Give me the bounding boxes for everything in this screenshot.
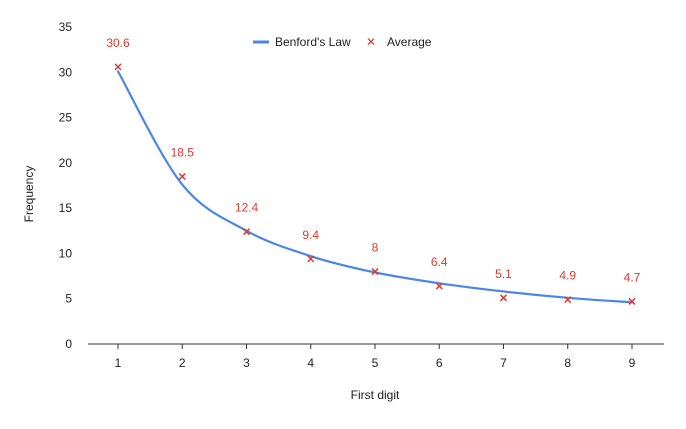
x-tick-label: 3: [243, 356, 250, 370]
legend-marker-average: ✕: [366, 35, 376, 49]
data-label-average: 5.1: [495, 267, 512, 281]
x-tick-label: 1: [115, 356, 122, 370]
x-tick-label: 9: [629, 356, 636, 370]
data-label-average: 8: [372, 241, 379, 255]
data-label-average: 30.6: [106, 36, 130, 50]
data-label-average: 18.5: [171, 145, 195, 159]
data-label-average: 4.9: [559, 269, 576, 283]
x-tick-label: 7: [500, 356, 507, 370]
data-point-average: [435, 282, 443, 290]
y-tick-label: 15: [59, 201, 73, 215]
y-tick-label: 30: [59, 65, 73, 79]
data-point-average: [499, 294, 508, 302]
y-tick-label: 20: [59, 156, 73, 170]
x-tick-label: 5: [372, 356, 379, 370]
series-layer: [114, 63, 636, 305]
data-label-average: 4.7: [624, 270, 641, 284]
labels-layer: 30.6 18.5 12.4 9.4 8 6.4 5.1 4.9 4.7: [106, 36, 640, 285]
data-point-average: [178, 172, 186, 180]
x-tick-label: 2: [179, 356, 186, 370]
legend-label-average: Average: [387, 35, 432, 49]
y-tick-label: 5: [65, 292, 72, 306]
data-point-average: [564, 296, 572, 304]
legend: Benford's Law ✕ Average: [253, 35, 432, 49]
y-tick-label: 10: [59, 246, 73, 260]
data-point-average: [628, 297, 636, 305]
x-tick-label: 8: [564, 356, 571, 370]
data-label-average: 12.4: [235, 201, 259, 215]
data-point-average: [242, 228, 251, 236]
y-axis-title: Frequency: [22, 166, 36, 223]
x-tick-label: 4: [307, 356, 314, 370]
data-point-average: [307, 255, 315, 263]
series-line-benfords-law: [116, 70, 634, 304]
data-label-average: 6.4: [431, 255, 448, 269]
data-point-average: [114, 63, 122, 71]
y-tick-label: 25: [59, 111, 73, 125]
legend-label-benford: Benford's Law: [275, 35, 351, 49]
x-tick-label: 6: [436, 356, 443, 370]
y-tick-label: 35: [59, 20, 73, 34]
x-axis-title: First digit: [351, 388, 400, 402]
y-tick-label: 0: [65, 337, 72, 351]
data-point-average: [371, 268, 379, 276]
axes-layer: 0 5 10 15 20 25 30 35 1 2 3 4 5 6 7 8 9: [59, 20, 664, 370]
data-label-average: 9.4: [302, 228, 319, 242]
